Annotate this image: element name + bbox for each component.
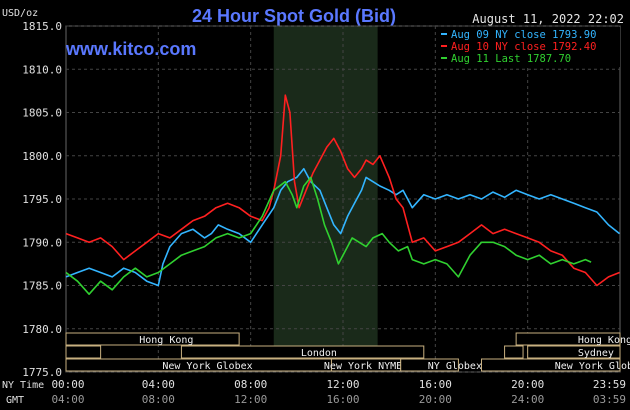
kitco-watermark: www.kitco.com (65, 39, 196, 59)
y-tick-label: 1810.0 (22, 63, 62, 76)
session-label: New York NYMEX (324, 361, 408, 372)
y-tick-label: 1800.0 (22, 150, 62, 163)
legend-box (438, 27, 620, 67)
gmt-label: GMT (6, 395, 24, 406)
y-tick-label: 1785.0 (22, 280, 62, 293)
session-bar (65, 332, 240, 346)
x-tick-label-ny: 04:00 (142, 378, 175, 391)
y-tick-label: 1805.0 (22, 107, 62, 120)
y-tick-label: 1795.0 (22, 193, 62, 206)
x-tick-label-gmt: 08:00 (142, 393, 175, 406)
chart-timestamp: August 11, 2022 22:02 (472, 12, 624, 26)
x-tick-label-ny: 08:00 (234, 378, 267, 391)
x-tick-label-gmt: 24:00 (511, 393, 544, 406)
x-tick-label-gmt: 16:00 (326, 393, 359, 406)
x-tick-label-gmt: 20:00 (419, 393, 452, 406)
y-axis-label: USD/oz (2, 8, 38, 19)
session-label: NY Globex (428, 361, 482, 372)
legend-entry: Aug 11 Last 1787.70 (451, 53, 571, 65)
ny-time-label: NY Time (2, 380, 44, 391)
session-label: New York Globex (555, 361, 630, 372)
session-bar (515, 332, 621, 346)
session-bar (504, 345, 524, 359)
y-tick-label: 1780.0 (22, 323, 62, 336)
x-tick-label-gmt: 12:00 (234, 393, 267, 406)
session-label: Hong Kong (578, 335, 630, 346)
session-bar (180, 345, 425, 359)
x-tick-label-ny: 12:00 (326, 378, 359, 391)
y-tick-label: 1790.0 (22, 236, 62, 249)
session-label: New York Globex (162, 361, 252, 372)
x-tick-label-ny: 20:00 (511, 378, 544, 391)
session-label: Sydney (578, 348, 614, 359)
legend-entry: Aug 09 NY close 1793.90 (451, 29, 596, 41)
x-tick-label-ny: 23:59 (593, 378, 626, 391)
session-label: London (301, 348, 337, 359)
x-tick-label-gmt: 04:00 (51, 393, 84, 406)
series-line-2 (65, 176, 592, 296)
session-bar (481, 358, 621, 372)
x-tick-label-gmt: 03:59 (593, 393, 626, 406)
session-bar (65, 345, 102, 359)
y-tick-label: 1775.0 (22, 366, 62, 379)
x-tick-label-ny: 00:00 (51, 378, 84, 391)
session-bar (527, 345, 621, 359)
legend-entry: Aug 10 NY close 1792.40 (451, 41, 596, 53)
series-line-1 (65, 94, 620, 287)
series-line-0 (65, 167, 620, 287)
session-label: Hong Kong (139, 335, 193, 346)
x-tick-label-ny: 16:00 (419, 378, 452, 391)
chart-title: 24 Hour Spot Gold (Bid) (192, 6, 396, 26)
session-bar (400, 358, 459, 372)
y-tick-label: 1815.0 (22, 20, 62, 33)
